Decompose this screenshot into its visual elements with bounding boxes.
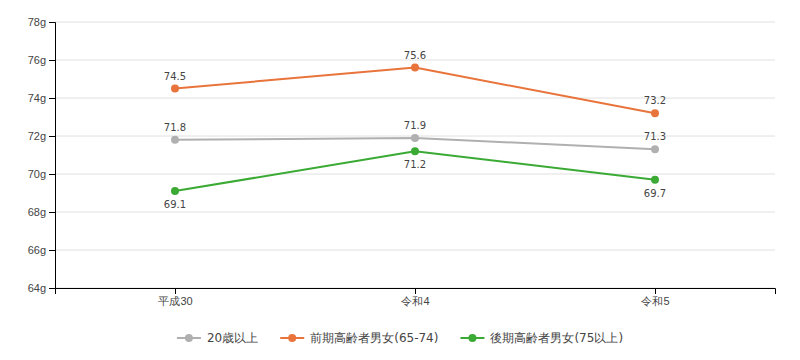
- x-tick: 平成30: [158, 288, 192, 307]
- x-tick-label: 令和4: [401, 295, 429, 307]
- x-tick-mark: [175, 288, 176, 294]
- y-tick: 70g: [28, 168, 55, 180]
- data-label: 71.9: [404, 120, 426, 131]
- legend-marker: [468, 334, 476, 342]
- y-tick-label: 68g: [28, 206, 46, 218]
- point: [411, 64, 419, 72]
- y-tick-mark: [49, 136, 55, 137]
- y-tick: 66g: [28, 244, 55, 256]
- grid-line: [55, 212, 775, 213]
- y-tick-mark: [49, 250, 55, 251]
- point: [411, 147, 419, 155]
- grid-line: [55, 174, 775, 175]
- x-tick-mark: [655, 288, 656, 294]
- x-tick: 令和5: [641, 288, 669, 307]
- grid: [55, 22, 775, 288]
- legend-item: 前期高齢者男女(65-74): [280, 331, 438, 345]
- legend-label: 前期高齢者男女(65-74): [310, 331, 438, 345]
- y-tick: 72g: [28, 130, 55, 142]
- marks: [171, 64, 659, 196]
- y-tick-label: 78g: [28, 16, 46, 28]
- data-label: 74.5: [164, 71, 186, 82]
- chart: 64g66g68g70g72g74g76g78g平成30令和4令和571.871…: [0, 0, 800, 360]
- y-tick-label: 70g: [28, 168, 46, 180]
- data-label: 71.8: [164, 122, 186, 133]
- data-label: 69.1: [164, 199, 186, 210]
- y-tick-mark: [49, 288, 55, 289]
- y-tick-label: 72g: [28, 130, 46, 142]
- x-tick-label: 令和5: [641, 295, 669, 307]
- y-tick-label: 74g: [28, 92, 46, 104]
- y-tick: 74g: [28, 92, 55, 104]
- y-tick-label: 64g: [28, 282, 46, 294]
- y-tick-mark: [49, 212, 55, 213]
- legend: 20歳以上 前期高齢者男女(65-74) 後期高齢者男女(75以上): [177, 331, 623, 345]
- y-tick: 68g: [28, 206, 55, 218]
- point: [171, 85, 179, 93]
- x-tick-label: 平成30: [158, 295, 192, 307]
- legend-label: 20歳以上: [207, 331, 258, 345]
- y-tick: 78g: [28, 16, 55, 28]
- point: [171, 187, 179, 195]
- y-tick-mark: [49, 174, 55, 175]
- y-tick-label: 66g: [28, 244, 46, 256]
- y-tick-label: 76g: [28, 54, 46, 66]
- point: [651, 145, 659, 153]
- data-label: 73.2: [644, 95, 666, 106]
- grid-line: [55, 98, 775, 99]
- plot: 64g66g68g70g72g74g76g78g平成30令和4令和571.871…: [28, 16, 776, 307]
- legend-item: 20歳以上: [177, 331, 258, 345]
- grid-line: [55, 250, 775, 251]
- series-line: [175, 68, 655, 114]
- x-tick: 令和4: [401, 288, 429, 307]
- legend-marker: [185, 334, 193, 342]
- data-label: 69.7: [644, 188, 666, 199]
- y-axis-line: [49, 23, 56, 289]
- x-tick-mark: [415, 288, 416, 294]
- legend-marker: [288, 334, 296, 342]
- y-tick: 64g: [28, 282, 55, 294]
- data-label: 71.2: [404, 159, 426, 170]
- point: [651, 176, 659, 184]
- legend-label: 後期高齢者男女(75以上): [490, 331, 623, 345]
- data-label: 71.3: [644, 131, 666, 142]
- data-label: 75.6: [404, 50, 426, 61]
- y-tick-mark: [49, 22, 55, 23]
- point: [171, 136, 179, 144]
- point: [411, 134, 419, 142]
- data-labels: 71.8 71.9 71.3 74.5 75.6 73.2 69.1 71.2 69.7: [164, 50, 666, 211]
- y-axis: 64g 66g 68g 70g 72g 74g 76g 78g: [28, 16, 56, 294]
- series-line: [175, 151, 655, 191]
- y-tick-mark: [49, 98, 55, 99]
- x-axis-line: [56, 289, 776, 295]
- grid-line: [55, 22, 775, 23]
- x-axis: 平成30 令和4 令和5: [56, 288, 776, 307]
- point: [651, 109, 659, 117]
- legend-item: 後期高齢者男女(75以上): [460, 331, 623, 345]
- y-tick: 76g: [28, 54, 55, 66]
- y-tick-mark: [49, 60, 55, 61]
